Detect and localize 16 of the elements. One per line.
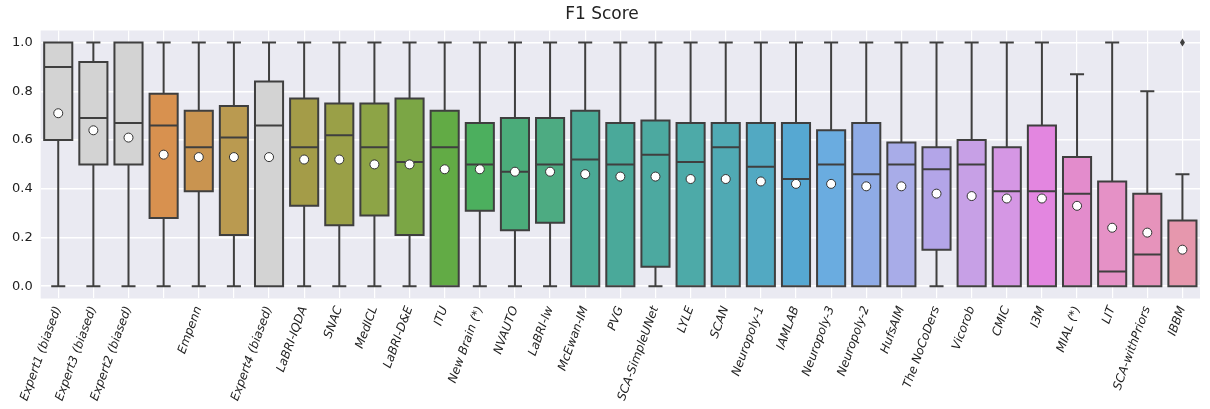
x-tick-label: LYLE (673, 303, 697, 335)
y-tick-label: 1.0 (11, 33, 33, 49)
x-tick-label: ITU (430, 303, 451, 328)
x-tick-label: CMIC (988, 303, 1013, 338)
y-tick-label: 0.8 (11, 82, 33, 98)
chart-title: F1 Score (565, 2, 639, 23)
x-tick-label: MIAL (*) (1053, 304, 1083, 355)
x-tick-label: I3M (1027, 303, 1048, 330)
y-tick-label: 0.0 (11, 277, 33, 293)
y-tick-label: 0.4 (11, 180, 33, 196)
x-tick-label: IBBM (1164, 303, 1189, 338)
x-tick-label: SCAN (706, 304, 732, 341)
x-tick-label: SNAC (320, 303, 346, 341)
y-tick-label: 0.2 (11, 228, 33, 244)
x-tick-label: LIT (1098, 302, 1119, 326)
y-tick-label: 0.6 (11, 131, 33, 147)
